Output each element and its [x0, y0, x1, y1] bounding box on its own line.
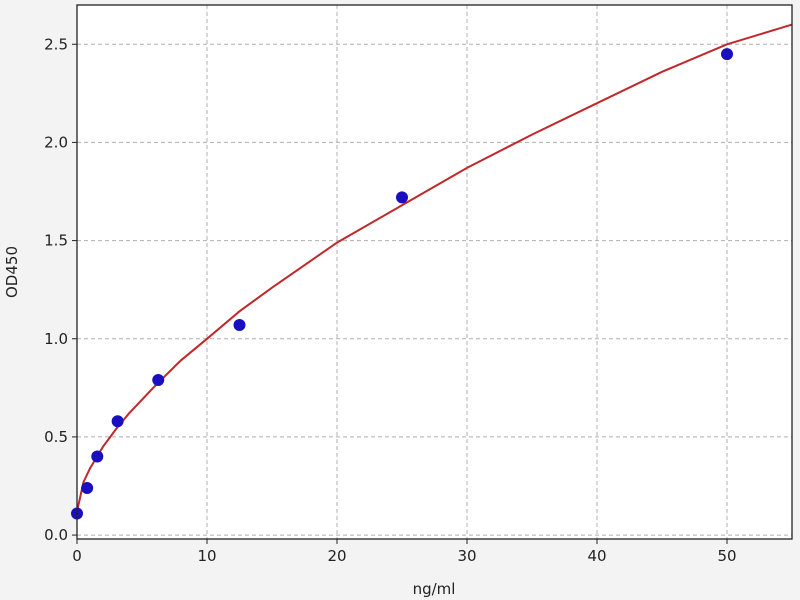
x-tick-label: 50 [717, 547, 736, 565]
data-point [233, 319, 246, 332]
x-tick-label: 10 [197, 547, 216, 565]
data-point [152, 373, 165, 386]
fit-curve-layer [76, 23, 793, 512]
grid [76, 5, 792, 539]
y-tick-label: 2.0 [44, 133, 68, 151]
plot-area [77, 5, 792, 539]
y-tick-label: 1.0 [44, 330, 68, 348]
x-tick-label: 20 [327, 547, 346, 565]
data-point [111, 415, 124, 428]
y-tick-label: 0.0 [44, 526, 68, 544]
data-point [81, 481, 94, 494]
fit-curve-line [76, 23, 793, 512]
plot-frame [76, 4, 793, 540]
y-tick-label: 2.5 [44, 35, 68, 53]
axes [72, 4, 793, 544]
tick-labels: 0 10 20 30 40 50 0.0 0.5 1.0 1.5 2.0 2.5 [44, 35, 736, 565]
y-tick-label: 0.5 [44, 428, 68, 446]
data-point [721, 48, 733, 61]
y-tick-label: 1.5 [44, 232, 68, 250]
x-tick-label: 40 [587, 547, 606, 565]
x-tick-label: 0 [72, 547, 82, 565]
data-point [91, 450, 104, 463]
x-tick-label: 30 [457, 547, 476, 565]
y-axis-label: OD450 [3, 246, 21, 298]
data-point [396, 191, 408, 204]
x-axis-label: ng/ml [413, 580, 456, 598]
